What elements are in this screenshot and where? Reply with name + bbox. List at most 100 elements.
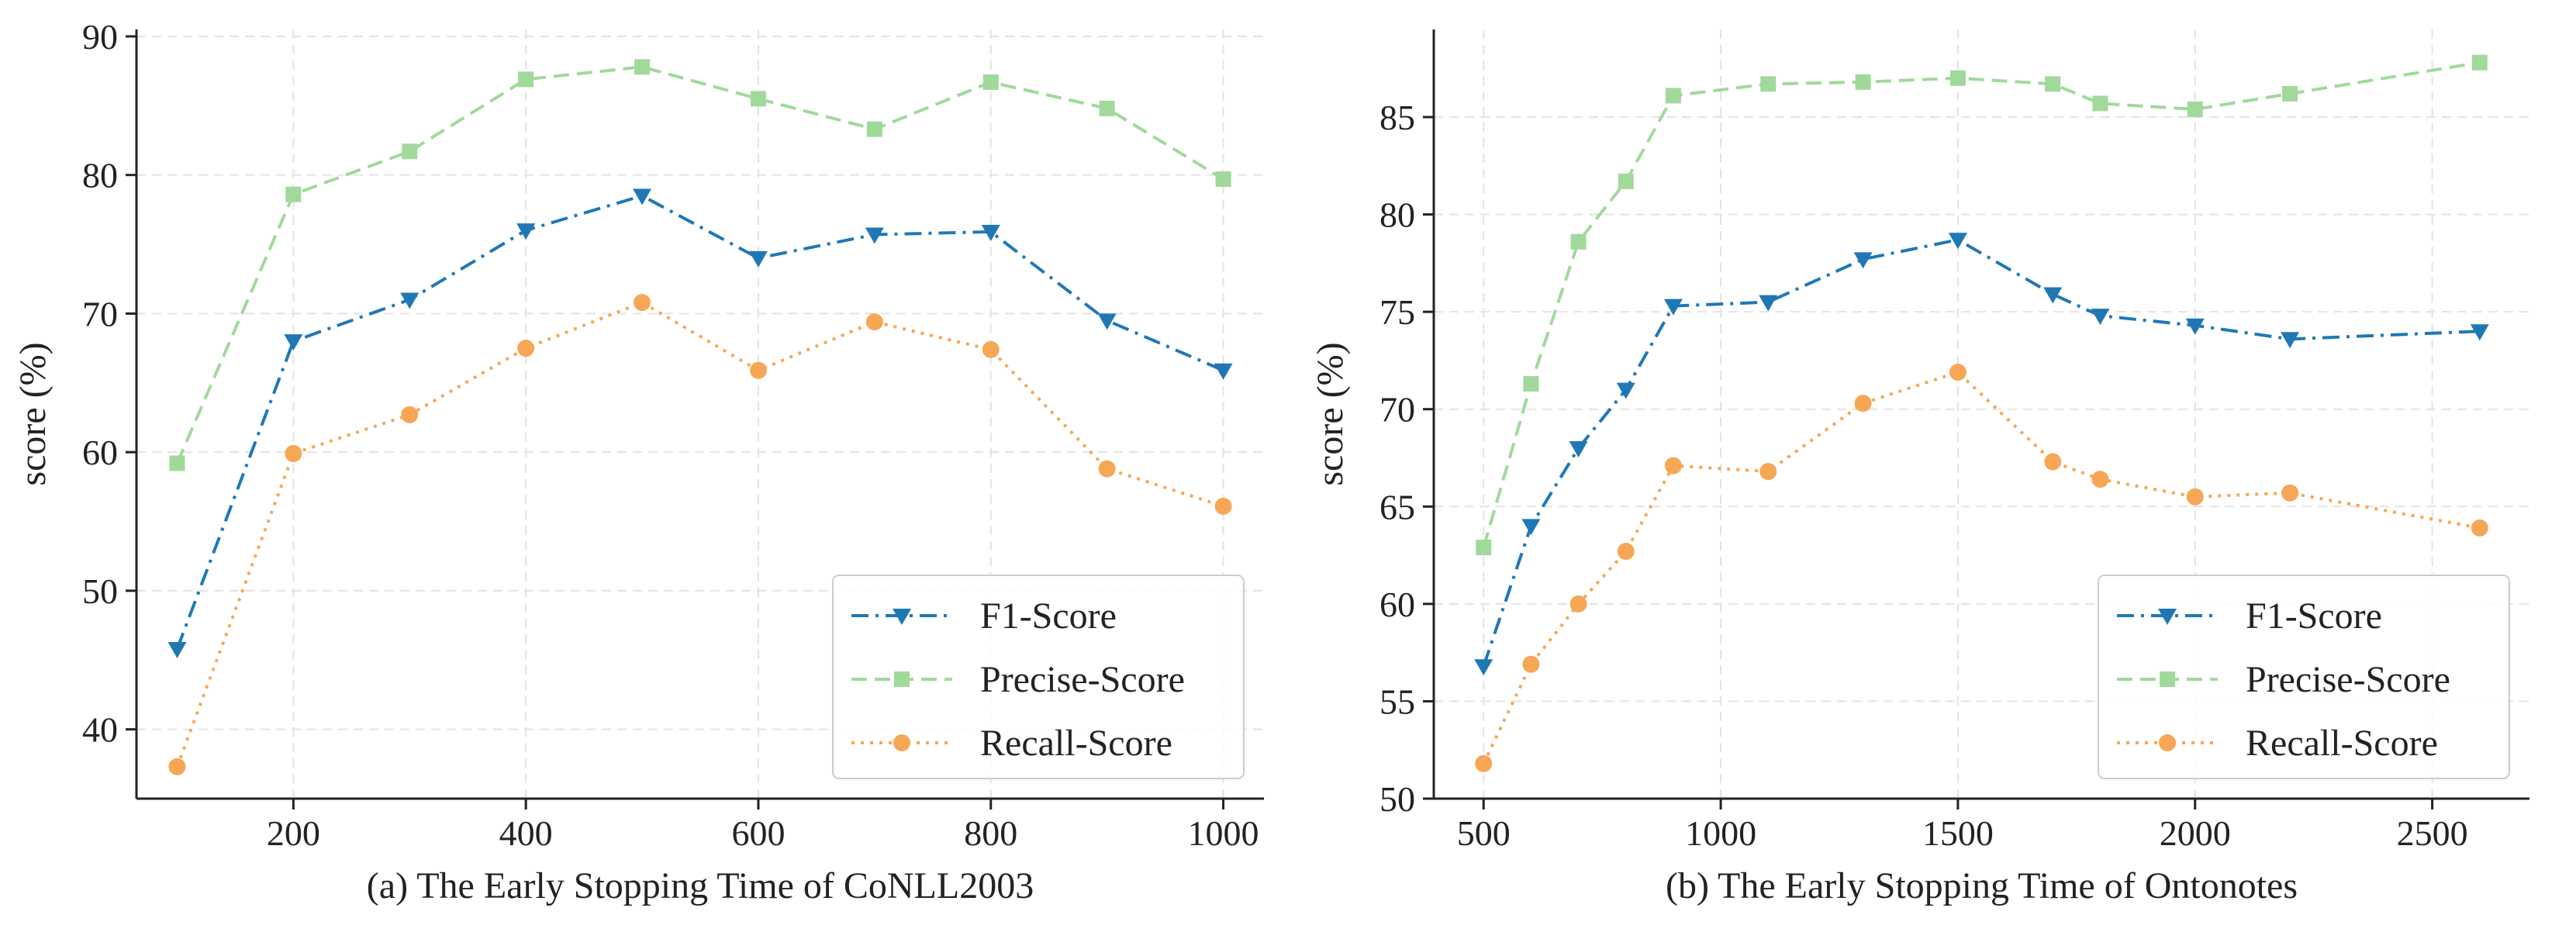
- point-precise: [1476, 540, 1492, 556]
- point-precise: [1215, 171, 1231, 188]
- point-f1: [400, 292, 420, 309]
- legend-marker-recall: [893, 734, 910, 751]
- legend-entry-f1: F1-Score: [851, 595, 1117, 637]
- point-recall: [517, 340, 535, 357]
- x-tick-label: 1000: [1685, 813, 1756, 853]
- point-f1: [2091, 309, 2110, 326]
- y-tick-label: 80: [82, 156, 118, 195]
- legend-marker-f1: [893, 609, 911, 625]
- point-recall: [1664, 457, 1682, 475]
- point-f1: [1948, 233, 1967, 250]
- point-f1: [167, 641, 187, 658]
- legend-b: F1-Score Precise-Score Recall-Score: [2098, 575, 2510, 779]
- series-recall: [168, 294, 1232, 775]
- point-precise: [1855, 74, 1871, 90]
- y-tick-label: 60: [1380, 585, 1415, 624]
- y-axis-title-b: score (%): [1310, 342, 1351, 485]
- point-f1: [1521, 519, 1541, 536]
- x-tick-label: 200: [267, 813, 320, 853]
- y-tick-label: 90: [82, 17, 118, 57]
- point-f1: [1569, 440, 1588, 457]
- legend-a: F1-Score Precise-Score Recall-Score: [832, 575, 1245, 779]
- point-recall: [865, 313, 883, 331]
- y-tick-label: 50: [82, 571, 118, 611]
- point-precise: [2092, 95, 2108, 112]
- legend-box-b: [2098, 575, 2510, 779]
- y-tick-label: 75: [1380, 292, 1415, 332]
- point-f1: [981, 224, 1000, 241]
- point-recall: [1098, 460, 1116, 478]
- point-precise: [285, 186, 302, 202]
- line-precise: [1482, 60, 2481, 548]
- legend-sample-precise: [851, 671, 952, 687]
- legend-sample-precise: [2117, 671, 2218, 687]
- y-tick-label: 40: [82, 710, 118, 750]
- legend-label-f1: F1-Score: [980, 595, 1117, 637]
- point-precise: [1523, 376, 1539, 392]
- point-recall: [634, 294, 651, 312]
- legend-sample-f1: [2117, 609, 2218, 625]
- point-precise: [169, 455, 185, 471]
- point-precise: [750, 91, 766, 107]
- point-precise: [1760, 76, 1777, 92]
- legend-label-recall: Recall-Score: [980, 723, 1172, 764]
- point-f1: [2470, 324, 2489, 341]
- point-recall: [401, 406, 419, 423]
- legend-label-recall: Recall-Score: [2246, 723, 2438, 764]
- line-f1: [175, 194, 1224, 650]
- x-tick-label: 800: [964, 813, 1017, 853]
- point-f1: [748, 250, 768, 268]
- point-recall: [749, 361, 767, 379]
- point-precise: [2471, 54, 2488, 71]
- series-f1: [167, 188, 1233, 658]
- legend-marker-f1: [2158, 609, 2177, 625]
- point-precise: [1665, 88, 1681, 104]
- x-tick-label: 500: [1457, 813, 1511, 853]
- legend-entry-precise: Precise-Score: [2117, 659, 2450, 700]
- point-f1: [865, 227, 884, 244]
- point-precise: [1570, 233, 1587, 250]
- x-tick-label: 400: [499, 813, 553, 853]
- point-recall: [1854, 395, 1872, 412]
- point-precise: [866, 121, 882, 137]
- x-tick-label: 2500: [2397, 813, 2468, 853]
- y-tick-label: 70: [82, 294, 118, 333]
- point-recall: [1617, 543, 1635, 561]
- x-tick-label: 1500: [1922, 813, 1994, 853]
- point-precise: [1099, 100, 1115, 116]
- legend-label-f1: F1-Score: [2246, 595, 2382, 637]
- point-f1: [1663, 299, 1683, 316]
- point-f1: [1853, 252, 1873, 269]
- series-layer-b: [1474, 54, 2489, 772]
- point-f1: [1097, 313, 1117, 330]
- point-f1: [2281, 332, 2300, 349]
- point-recall: [2091, 471, 2109, 488]
- point-f1: [1759, 295, 1778, 312]
- y-axis-title-a: score (%): [12, 342, 54, 485]
- point-precise: [634, 59, 651, 75]
- y-tick-label: 60: [82, 433, 118, 472]
- series-precise: [169, 59, 1231, 471]
- line-recall: [175, 300, 1224, 768]
- legend-marker-precise: [2160, 671, 2175, 687]
- point-f1: [1214, 363, 1233, 380]
- series-precise: [1476, 54, 2488, 556]
- y-tick-label: 50: [1380, 779, 1415, 819]
- point-precise: [2045, 76, 2061, 92]
- legend-entry-precise: Precise-Score: [851, 659, 1185, 700]
- x-tick-label: 2000: [2160, 813, 2231, 853]
- x-axis-title-a: (a) The Early Stopping Time of CoNLL2003: [367, 865, 1034, 906]
- point-recall: [168, 758, 186, 775]
- y-tick-label: 65: [1380, 487, 1415, 526]
- y-tick-label: 55: [1380, 682, 1415, 721]
- y-tick-label: 85: [1380, 98, 1415, 137]
- point-precise: [402, 143, 418, 160]
- y-tick-label: 80: [1380, 195, 1415, 235]
- point-f1: [284, 334, 303, 351]
- point-precise: [2282, 85, 2298, 102]
- legend-box-a: [832, 575, 1245, 779]
- point-f1: [633, 188, 652, 205]
- point-recall: [2186, 488, 2204, 506]
- point-recall: [1949, 364, 1967, 381]
- point-precise: [1949, 70, 1966, 86]
